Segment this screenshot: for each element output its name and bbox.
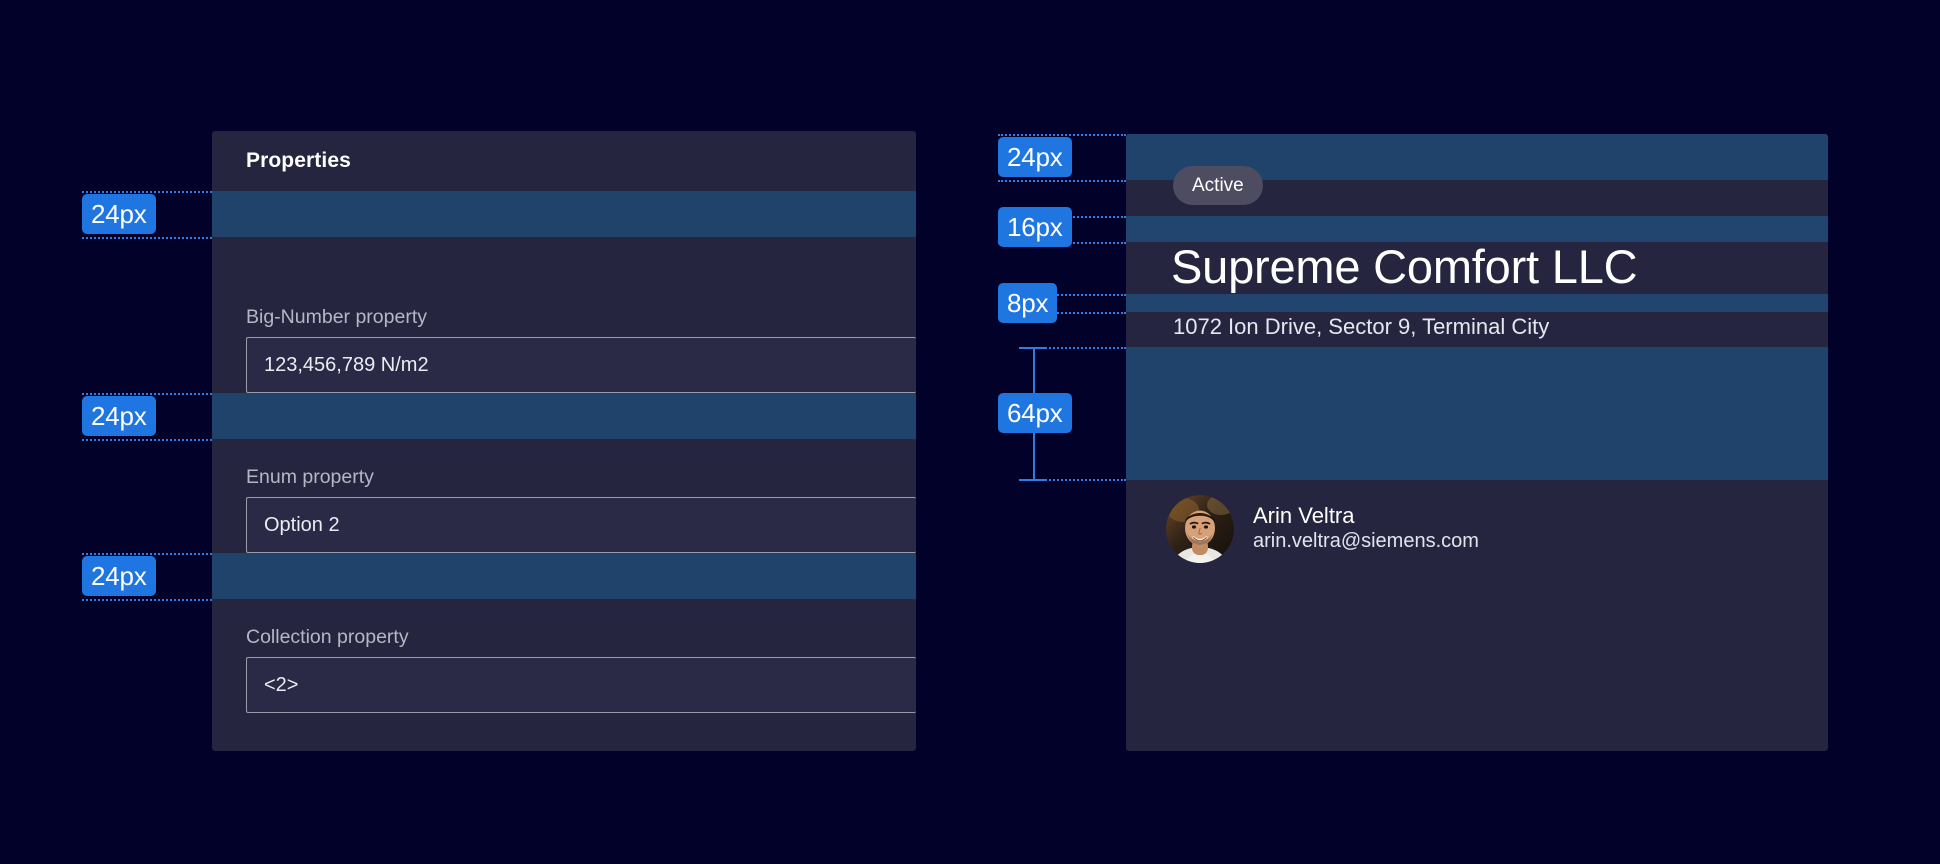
field-value-enum: Option 2 — [264, 513, 340, 536]
annotation-badge-right-1: 24px — [998, 137, 1072, 177]
field-value-collection: <2> — [264, 673, 299, 696]
contact-name: Arin Veltra — [1253, 502, 1355, 528]
field-input-big-number[interactable]: 123,456,789 N/m2 — [246, 337, 916, 393]
spacing-band-right-2 — [1126, 216, 1828, 242]
guide-line-left-3-bottom — [82, 599, 212, 601]
field-label-big-number: Big-Number property — [246, 306, 427, 328]
annotation-badge-right-3: 8px — [998, 283, 1058, 323]
guide-line-left-3-top — [82, 553, 212, 555]
detail-panel: Active Supreme Comfort LLC 1072 Ion Driv… — [1126, 134, 1828, 751]
contact-row[interactable]: Arin Veltra arin.veltra@siemens.com — [1166, 495, 1479, 563]
field-label-collection: Collection property — [246, 626, 409, 648]
field-input-enum[interactable]: Option 2 — [246, 497, 916, 553]
field-input-collection[interactable]: <2> — [246, 657, 916, 713]
annotation-badge-left-1: 24px — [82, 194, 156, 234]
guide-line-left-2-top — [82, 393, 212, 395]
guide-line-right-4-bottom — [1042, 479, 1126, 481]
status-badge[interactable]: Active — [1173, 166, 1263, 205]
spacing-band-right-4 — [1126, 347, 1828, 480]
guide-line-left-1-bottom — [82, 237, 212, 239]
guide-line-right-1-bottom — [998, 180, 1126, 182]
spacing-band-left-3 — [212, 553, 916, 599]
company-address: 1072 Ion Drive, Sector 9, Terminal City — [1173, 314, 1550, 339]
bracket-cap-bottom — [1019, 479, 1047, 481]
properties-panel: Properties Big-Number property 123,456,7… — [212, 131, 916, 751]
spacing-band-right-3 — [1126, 294, 1828, 312]
guide-line-right-4-top — [1042, 347, 1126, 349]
guide-line-left-1-top — [82, 191, 212, 193]
page-title: Properties — [246, 149, 351, 172]
field-label-enum: Enum property — [246, 466, 374, 488]
spacing-band-left-2 — [212, 393, 916, 439]
annotation-badge-right-2: 16px — [998, 207, 1072, 247]
field-value-big-number: 123,456,789 N/m2 — [264, 353, 429, 376]
annotation-badge-left-3: 24px — [82, 556, 156, 596]
annotation-badge-left-2: 24px — [82, 396, 156, 436]
contact-email: arin.veltra@siemens.com — [1253, 530, 1479, 553]
spacing-band-left-1 — [212, 191, 916, 237]
annotation-badge-right-4: 64px — [998, 393, 1072, 433]
status-badge-label: Active — [1192, 174, 1244, 196]
contact-text: Arin Veltra arin.veltra@siemens.com — [1253, 503, 1479, 556]
guide-line-right-3-top — [998, 294, 1126, 296]
guide-line-right-1-top — [998, 134, 1126, 136]
avatar — [1166, 495, 1234, 563]
company-name: Supreme Comfort LLC — [1171, 240, 1638, 293]
guide-line-right-3-bottom — [998, 312, 1126, 314]
guide-line-left-2-bottom — [82, 439, 212, 441]
